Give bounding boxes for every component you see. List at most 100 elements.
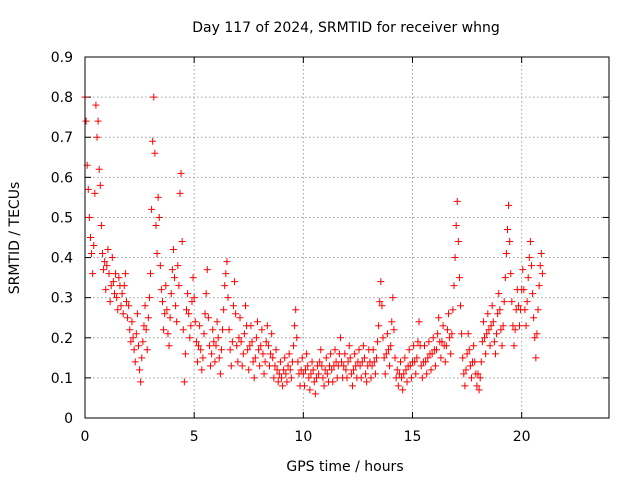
data-point: [305, 374, 313, 382]
data-point: [131, 358, 139, 366]
data-point: [141, 302, 149, 310]
data-point: [273, 366, 281, 374]
data-point: [236, 314, 244, 322]
data-point: [303, 350, 311, 358]
data-point: [531, 334, 539, 342]
data-point: [370, 358, 378, 366]
data-point: [291, 322, 299, 330]
data-point: [522, 322, 530, 330]
data-point: [90, 242, 98, 250]
data-point: [221, 282, 229, 290]
data-point: [144, 314, 152, 322]
data-point: [500, 298, 508, 306]
data-point: [379, 334, 387, 342]
data-points: [81, 93, 546, 398]
data-point: [160, 326, 168, 334]
data-point: [120, 282, 128, 290]
data-point: [449, 306, 457, 314]
data-point: [443, 326, 451, 334]
data-point: [394, 382, 402, 390]
data-point: [125, 302, 133, 310]
data-point: [142, 326, 150, 334]
data-point: [205, 342, 213, 350]
data-point: [222, 270, 230, 278]
data-point: [207, 362, 215, 370]
data-point: [175, 282, 183, 290]
data-point: [448, 330, 456, 338]
data-point: [312, 374, 320, 382]
data-point: [445, 310, 453, 318]
data-point: [165, 342, 173, 350]
data-point: [96, 181, 104, 189]
data-point: [393, 366, 401, 374]
data-point: [228, 338, 236, 346]
data-point: [505, 201, 513, 209]
data-point: [157, 286, 165, 294]
data-point: [239, 350, 247, 358]
data-point: [101, 258, 109, 266]
data-point: [192, 338, 200, 346]
x-tick-label: 5: [190, 429, 199, 445]
data-point: [371, 370, 379, 378]
data-point: [308, 358, 316, 366]
data-point: [219, 326, 227, 334]
data-point: [149, 137, 157, 145]
data-point: [275, 370, 283, 378]
data-point: [189, 274, 197, 282]
data-point: [164, 330, 172, 338]
data-point: [298, 354, 306, 362]
data-point: [387, 342, 395, 350]
data-point: [455, 274, 463, 282]
data-point: [411, 358, 419, 366]
data-point: [460, 370, 468, 378]
data-point: [138, 354, 146, 362]
data-point: [327, 350, 335, 358]
y-tick-label: 0.2: [51, 331, 73, 347]
data-point: [530, 314, 538, 322]
data-point: [214, 334, 222, 342]
data-point: [180, 378, 188, 386]
data-point: [368, 362, 376, 370]
data-point: [159, 298, 167, 306]
data-point: [163, 306, 171, 314]
data-point: [229, 302, 237, 310]
data-point: [311, 390, 319, 398]
data-point: [225, 326, 233, 334]
data-point: [269, 354, 277, 362]
data-point: [485, 326, 493, 334]
data-point: [331, 346, 339, 354]
data-point: [188, 298, 196, 306]
data-point: [154, 193, 162, 201]
x-tick-label: 20: [513, 429, 531, 445]
data-point: [386, 362, 394, 370]
data-point: [464, 330, 472, 338]
data-point: [195, 342, 203, 350]
data-point: [172, 302, 180, 310]
data-point: [434, 330, 442, 338]
data-point: [183, 306, 191, 314]
data-point: [473, 382, 481, 390]
data-point: [279, 382, 287, 390]
data-point: [260, 370, 268, 378]
data-point: [82, 117, 90, 125]
data-point: [257, 342, 265, 350]
data-point: [212, 342, 220, 350]
data-point: [256, 362, 264, 370]
data-point: [274, 378, 282, 386]
data-point: [217, 346, 225, 354]
data-point: [106, 298, 114, 306]
data-point: [84, 185, 92, 193]
grid-lines: [85, 57, 609, 418]
data-point: [482, 350, 490, 358]
data-point: [310, 378, 318, 386]
data-point: [162, 282, 170, 290]
data-point: [374, 338, 382, 346]
data-point: [511, 326, 519, 334]
plot-frame: [84, 56, 610, 419]
data-point: [113, 294, 121, 302]
data-point: [264, 342, 272, 350]
data-point: [227, 362, 235, 370]
data-point: [261, 358, 269, 366]
data-point: [103, 262, 111, 270]
